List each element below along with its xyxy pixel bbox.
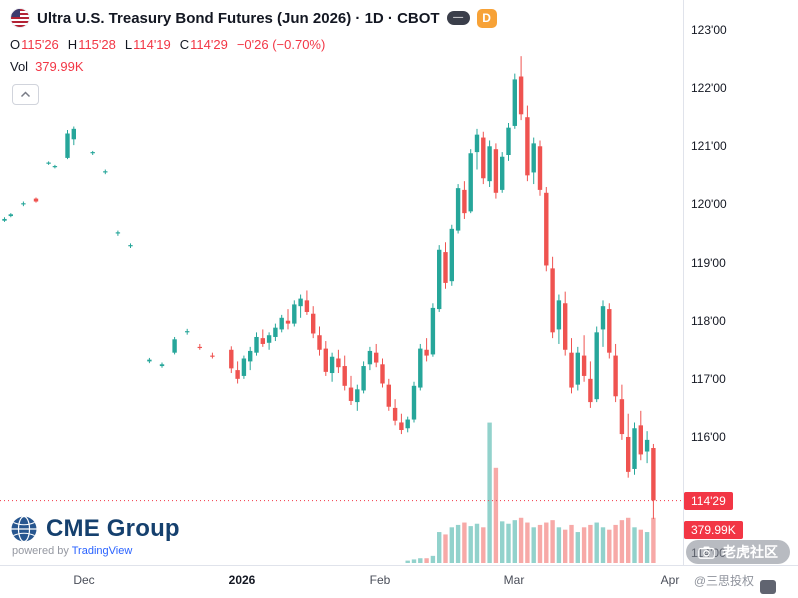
volume-value-badge: 379.99K bbox=[684, 520, 743, 539]
candlestick-chart[interactable] bbox=[0, 0, 683, 565]
time-tick-label: Mar bbox=[503, 573, 525, 587]
cme-globe-icon bbox=[11, 515, 37, 543]
price-tick-label: 122'00 bbox=[691, 81, 727, 96]
minus-chip[interactable]: — bbox=[446, 11, 470, 25]
price-tick-label: 116'00 bbox=[691, 429, 726, 444]
cme-logo-text: CME Group bbox=[46, 515, 180, 542]
high-label: H bbox=[67, 37, 78, 52]
close-value: 114'29 bbox=[190, 37, 228, 52]
tradingview-link[interactable]: TradingView bbox=[71, 545, 133, 557]
volume-value: 379.99K bbox=[35, 59, 84, 74]
interval-chip[interactable]: D bbox=[476, 8, 497, 28]
time-axis[interactable]: Dec 2026 Feb Mar Apr bbox=[0, 565, 798, 598]
us-flag-icon bbox=[10, 8, 30, 28]
powered-by: powered by TradingView bbox=[12, 545, 132, 557]
high-value: 115'28 bbox=[78, 37, 116, 52]
price-tick-label: 119'00 bbox=[691, 255, 726, 270]
cme-group-logo: CME Group bbox=[10, 515, 180, 543]
price-scale[interactable]: 114'29 379.99K 123'00 122'00 121'00 120'00 1… bbox=[683, 0, 798, 565]
low-label: L bbox=[124, 37, 133, 52]
legend-collapse-button[interactable] bbox=[12, 84, 39, 105]
open-value: 115'26 bbox=[21, 37, 59, 52]
chevron-up-icon bbox=[20, 91, 31, 98]
price-tick-label: 121'00 bbox=[691, 139, 727, 154]
price-tick-label: 117'00 bbox=[691, 371, 726, 386]
time-tick-label: Feb bbox=[369, 573, 391, 587]
open-label: O bbox=[10, 37, 21, 52]
watermark-badge-icon bbox=[760, 580, 776, 594]
watermark-pill: 老虎社区 bbox=[686, 540, 790, 564]
time-tick-label: 2026 bbox=[228, 573, 256, 587]
watermark-handle: @三思投权 bbox=[693, 574, 754, 588]
watermark-community-text: 老虎社区 bbox=[722, 544, 778, 560]
change-value: −0'26 (−0.70%) bbox=[236, 37, 326, 52]
price-tick-label: 123'00 bbox=[691, 23, 727, 37]
low-value: 114'19 bbox=[133, 37, 171, 52]
ohlc-row: O 115'26 H 115'28 L 114'19 C 114'29 −0'26 (−… bbox=[10, 37, 497, 52]
symbol-legend: Ultra U.S. Treasury Bond Futures (Jun 20… bbox=[10, 8, 497, 74]
volume-row: Vol 379.99K bbox=[10, 59, 497, 74]
time-tick-label: Apr bbox=[660, 573, 680, 587]
last-price-badge: 114'29 bbox=[684, 491, 733, 510]
close-label: C bbox=[179, 37, 190, 52]
powered-by-label: powered by bbox=[12, 545, 72, 557]
price-tick-label: 118'00 bbox=[691, 313, 726, 328]
camera-icon bbox=[698, 546, 715, 559]
price-tick-label: 120'00 bbox=[691, 197, 727, 212]
symbol-title[interactable]: Ultra U.S. Treasury Bond Futures (Jun 20… bbox=[37, 9, 440, 27]
time-tick-label: Dec bbox=[73, 573, 95, 587]
volume-label: Vol bbox=[10, 59, 29, 74]
symbol-title-row: Ultra U.S. Treasury Bond Futures (Jun 20… bbox=[10, 8, 497, 28]
